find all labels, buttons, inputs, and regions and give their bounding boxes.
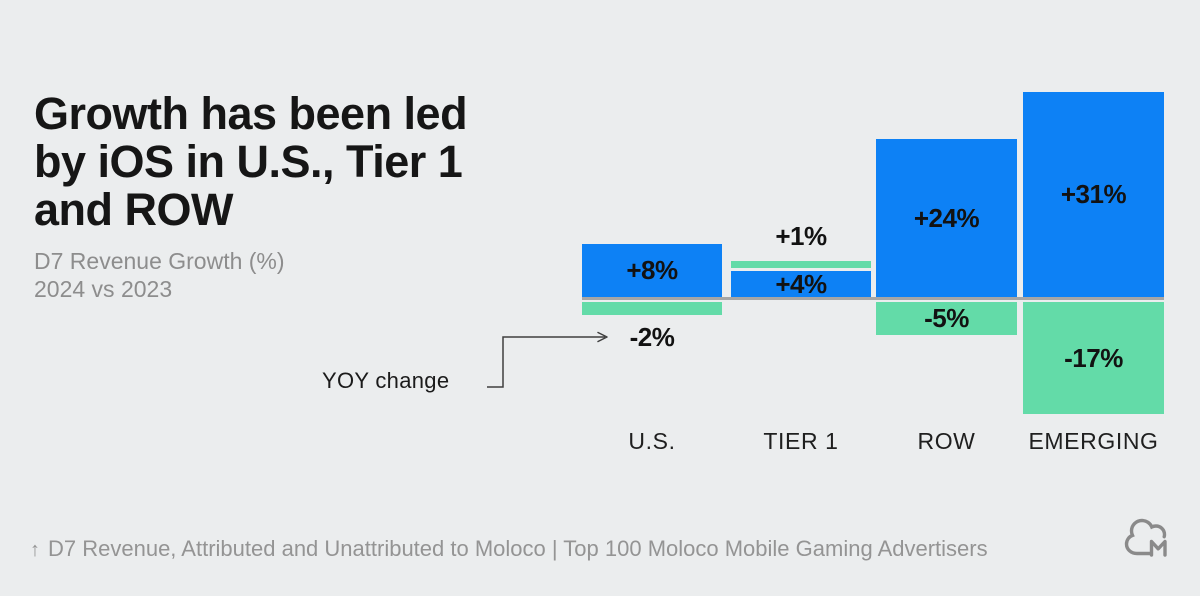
bar-yoy-label-row: -5% [924,303,969,333]
bar-yoy-u-s [582,302,722,315]
title-line-3: and ROW [34,184,233,235]
title-line-1: Growth has been led [34,88,468,139]
bar-growth-row: +24% [876,139,1017,297]
bar-growth-u-s: +8% [582,244,722,297]
footnote-text: D7 Revenue, Attributed and Unattributed … [48,536,988,561]
up-arrow-icon: ↑ [30,539,40,561]
bar-growth-emerging: +31% [1023,92,1164,297]
moloco-cloud-logo-icon [1124,518,1167,557]
elbow-arrow [487,331,608,388]
bar-growth-tier-1: +4% [731,268,871,299]
bar-yoy-label-emerging: -17% [1064,342,1123,373]
category-label-u-s: U.S. [628,428,676,454]
bar-yoy-label-tier-1: +1% [775,221,827,251]
category-label-tier-1: TIER 1 [763,428,839,454]
category-label-row: ROW [917,428,976,454]
title-line-2: by iOS in U.S., Tier 1 [34,136,463,187]
page-title: Growth has been led by iOS in U.S., Tier… [34,90,574,234]
chart-subtitle: D7 Revenue Growth (%) 2024 vs 2023 [34,247,454,303]
bar-yoy-row: -5% [876,302,1017,335]
bar-yoy-emerging: -17% [1023,302,1164,414]
bar-yoy-tier-1 [731,261,871,268]
x-axis-line [582,297,1164,300]
bar-yoy-label-u-s: -2% [629,322,675,352]
annotation-yoy-change: YOY change [322,368,450,393]
bar-growth-label-tier-1: +4% [775,268,827,299]
bar-growth-label-emerging: +31% [1060,179,1127,209]
category-label-emerging: EMERGING [1028,428,1159,454]
subtitle-line-2: 2024 vs 2023 [34,276,173,302]
footnote: ↑ D7 Revenue, Attributed and Unattributed… [30,536,1110,562]
bar-growth-label-row: +24% [913,202,980,233]
subtitle-line-1: D7 Revenue Growth (%) [34,248,285,274]
bar-growth-label-u-s: +8% [626,255,678,285]
